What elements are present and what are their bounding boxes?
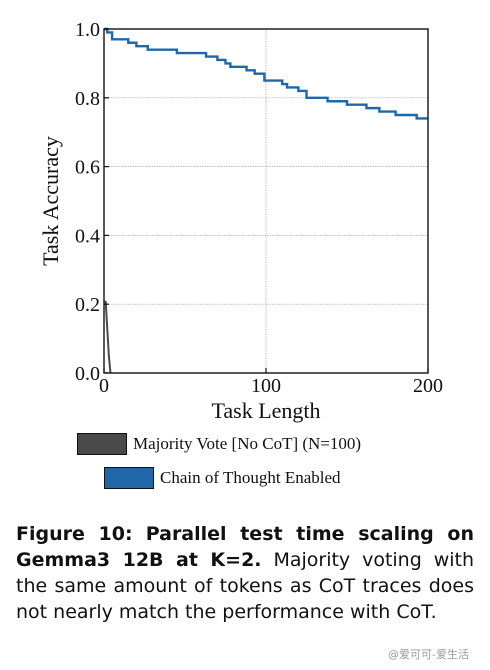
watermark: @爱可可-爱生活 <box>388 648 469 661</box>
tick-layer: 0.0 0.2 0.4 0.6 0.8 1.0 0 100 200 <box>75 19 443 397</box>
accuracy-chart: 0.0 0.2 0.4 0.6 0.8 1.0 0 100 200 Task Length Ta… <box>38 19 443 423</box>
legend-swatch-majority-vote <box>77 433 127 455</box>
series-layer <box>104 27 428 374</box>
legend-item-majority-vote: Majority Vote [No CoT] (N=100) <box>77 433 361 455</box>
x-axis-label: Task Length <box>211 398 320 423</box>
caption-label: Figure 10: <box>16 523 133 545</box>
figure-caption: Figure 10: Parallel test time scaling on… <box>16 521 474 625</box>
x-tick-label: 0 <box>99 375 109 397</box>
legend-label-majority-vote: Majority Vote [No CoT] (N=100) <box>133 434 362 453</box>
caption-bold-text: Parallel test time scaling on Gemma3 12B… <box>16 523 475 571</box>
y-tick-label: 0.4 <box>75 225 100 247</box>
y-tick-label: 0.0 <box>75 363 100 385</box>
x-tick-label: 200 <box>413 375 443 397</box>
x-tick-label: 100 <box>251 375 281 397</box>
y-tick-label: 0.6 <box>75 157 100 179</box>
y-tick-label: 0.2 <box>75 294 100 316</box>
series-line-majority-vote <box>104 300 112 374</box>
legend-label-chain-of-thought: Chain of Thought Enabled <box>160 468 341 487</box>
caption-text: Majority voting with the same amount of … <box>16 549 475 623</box>
legend-swatch-chain-of-thought <box>104 467 154 489</box>
legend-item-chain-of-thought: Chain of Thought Enabled <box>104 467 341 489</box>
y-axis-label: Task Accuracy <box>38 136 63 266</box>
y-tick-label: 0.8 <box>75 88 100 110</box>
y-tick-label: 1.0 <box>75 19 100 41</box>
series-line-chain-of-thought <box>104 27 428 120</box>
